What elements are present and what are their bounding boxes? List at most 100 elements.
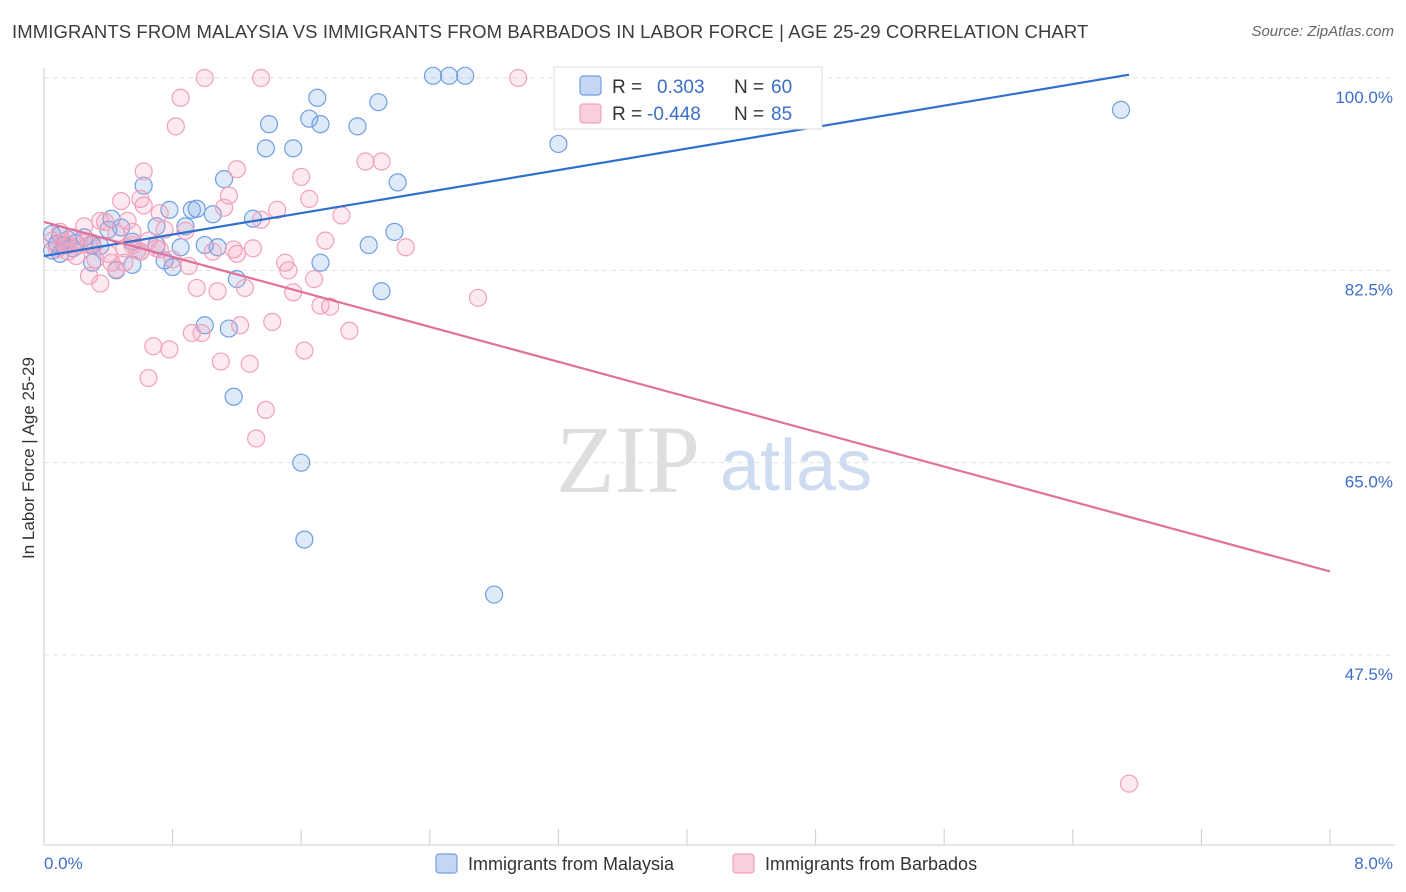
y-tick-label-0: 100.0% <box>1335 88 1393 107</box>
point-malaysia-27 <box>182 200 201 219</box>
legend-r-label-2: R = <box>612 104 642 125</box>
bottom-legend-malaysia: Immigrants from Malaysia <box>468 854 675 874</box>
point-barbados-61 <box>295 341 314 360</box>
point-malaysia-43 <box>308 88 327 107</box>
point-malaysia-22 <box>160 200 179 219</box>
axes <box>43 68 1395 846</box>
point-malaysia-44 <box>311 115 330 134</box>
point-barbados-45 <box>219 186 238 205</box>
point-barbados-51 <box>243 239 263 258</box>
y-tick-labels: 100.0% 82.5% 65.0% 47.5% <box>1335 88 1393 684</box>
watermark-atlas: atlas <box>720 426 872 506</box>
point-malaysia-49 <box>372 282 391 301</box>
bottom-legend-barbados: Immigrants from Barbados <box>765 854 977 874</box>
point-barbados-33 <box>166 117 185 136</box>
point-malaysia-34 <box>224 387 243 406</box>
point-barbados-24 <box>134 162 153 181</box>
point-barbados-41 <box>203 242 222 261</box>
point-barbados-54 <box>256 400 275 420</box>
point-barbados-29 <box>155 220 174 239</box>
point-barbados-74 <box>251 68 271 88</box>
x-tick-label-0: 0.0% <box>44 854 83 873</box>
y-tick-label-2: 65.0% <box>1345 473 1393 492</box>
point-malaysia-39 <box>284 139 303 158</box>
point-malaysia-23 <box>163 257 182 277</box>
point-barbados-26 <box>144 337 163 356</box>
legend-n-value-2: 85 <box>771 104 792 125</box>
bottom-legend-swatch-barbados <box>732 853 755 874</box>
point-barbados-38 <box>187 278 206 298</box>
point-barbados-17 <box>112 191 131 211</box>
point-malaysia-33 <box>219 319 238 338</box>
point-malaysia-37 <box>256 139 275 158</box>
legend-swatch-malaysia <box>579 75 602 96</box>
legend-n-label-2: N = <box>734 104 764 125</box>
point-barbados-63 <box>304 270 324 289</box>
point-malaysia-56 <box>549 134 568 154</box>
point-barbados-79 <box>79 235 99 255</box>
point-barbados-69 <box>356 152 375 171</box>
legend-n-value-1: 60 <box>771 77 792 98</box>
trend-line-barbados <box>43 220 1331 573</box>
point-barbados-37 <box>182 323 201 343</box>
point-malaysia-50 <box>385 222 404 241</box>
point-malaysia-40 <box>292 453 311 472</box>
stats-legend: R = 0.303 N = 60 R = -0.448 N = 85 <box>553 66 823 130</box>
trend-line-malaysia <box>43 73 1130 258</box>
point-malaysia-42 <box>300 109 319 128</box>
point-malaysia-38 <box>259 115 279 134</box>
point-barbados-55 <box>263 312 282 332</box>
point-barbados-62 <box>300 189 319 208</box>
legend-swatch-barbados <box>579 103 602 124</box>
point-barbados-12 <box>91 274 110 293</box>
point-barbados-66 <box>321 297 340 316</box>
legend-r-value-2: -0.448 <box>647 104 701 125</box>
point-barbados-43 <box>211 352 230 371</box>
y-tick-label-1: 82.5% <box>1345 280 1393 299</box>
point-barbados-30 <box>160 340 179 359</box>
trend-lines <box>43 73 1331 573</box>
x-tick-label-1: 8.0% <box>1354 854 1393 873</box>
legend-n-label-1: N = <box>734 77 764 98</box>
point-barbados-83 <box>1119 774 1139 793</box>
point-malaysia-48 <box>369 93 388 112</box>
point-barbados-81 <box>107 260 126 279</box>
point-barbados-19 <box>118 211 137 230</box>
series-legend: Immigrants from Malaysia Immigrants from… <box>435 853 977 874</box>
point-barbados-65 <box>316 231 335 250</box>
point-barbados-67 <box>332 206 351 225</box>
point-barbados-75 <box>227 244 246 263</box>
point-malaysia-55 <box>485 585 504 604</box>
point-malaysia-52 <box>423 66 443 85</box>
point-malaysia-47 <box>359 235 378 255</box>
point-malaysia-57 <box>1111 100 1131 119</box>
bottom-legend-swatch-malaysia <box>435 853 458 874</box>
point-barbados-44 <box>214 198 234 217</box>
point-malaysia-41 <box>295 530 314 549</box>
point-barbados-28 <box>150 204 169 223</box>
point-barbados-50 <box>240 354 259 373</box>
legend-r-label-1: R = <box>612 77 642 98</box>
point-barbados-58 <box>279 261 298 280</box>
point-barbados-47 <box>227 160 246 179</box>
point-barbados-60 <box>292 167 311 187</box>
point-malaysia-46 <box>348 117 367 136</box>
point-barbados-68 <box>340 321 359 340</box>
point-barbados-34 <box>171 88 190 107</box>
chart-title: IMMIGRANTS FROM MALAYSIA VS IMMIGRANTS F… <box>12 21 1089 42</box>
point-malaysia-53 <box>439 66 459 85</box>
point-malaysia-54 <box>456 66 475 85</box>
point-barbados-73 <box>509 68 528 88</box>
point-barbados-48 <box>231 316 250 335</box>
point-barbados-40 <box>195 68 214 88</box>
point-barbados-78 <box>91 211 110 230</box>
y-tick-label-3: 47.5% <box>1345 665 1393 684</box>
source-label: Source: ZipAtlas.com <box>1251 23 1394 40</box>
point-barbados-72 <box>468 288 488 307</box>
x-tick-labels: 0.0% 8.0% <box>44 854 1393 873</box>
y-axis-title: In Labor Force | Age 25-29 <box>19 357 38 559</box>
point-barbados-23 <box>134 196 153 215</box>
point-barbados-52 <box>247 429 266 448</box>
point-malaysia-51 <box>388 173 407 192</box>
point-barbados-71 <box>396 238 415 257</box>
